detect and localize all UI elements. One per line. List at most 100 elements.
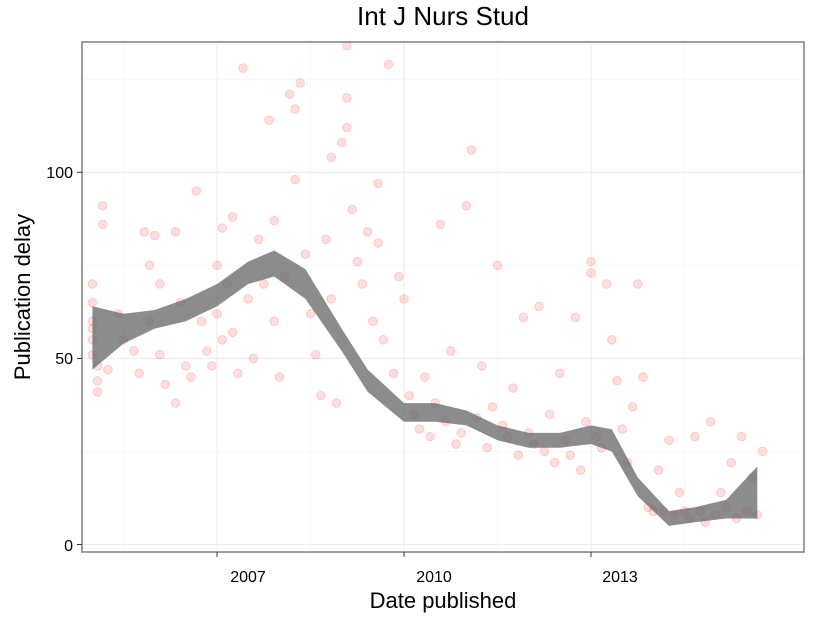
data-point <box>253 234 264 245</box>
data-point <box>581 416 591 427</box>
data-point <box>326 152 337 163</box>
data-point <box>378 335 389 345</box>
data-point <box>97 219 108 230</box>
data-point <box>103 364 113 375</box>
data-point <box>347 204 357 215</box>
data-point <box>664 435 674 446</box>
x-tick-label-2007: 2007 <box>230 569 266 586</box>
data-point <box>435 219 446 230</box>
data-point <box>632 279 643 289</box>
data-point <box>160 379 170 390</box>
data-point <box>248 353 259 364</box>
data-point <box>290 174 300 185</box>
data-point <box>269 316 279 326</box>
data-point <box>736 431 747 442</box>
data-point <box>477 361 487 371</box>
data-point <box>674 487 685 498</box>
data-point <box>264 115 274 125</box>
data-point <box>331 398 342 408</box>
data-point <box>555 368 565 379</box>
data-point <box>638 372 648 382</box>
data-point <box>233 368 243 379</box>
data-point <box>373 238 383 248</box>
data-point <box>342 93 352 103</box>
x-axis-title: Date published <box>370 588 517 613</box>
data-point <box>487 402 498 412</box>
data-point <box>217 223 228 233</box>
data-point <box>565 450 576 461</box>
data-point <box>191 186 202 196</box>
y-axis-title: Publication delay <box>10 214 35 380</box>
data-point <box>129 346 139 356</box>
data-point <box>212 260 222 271</box>
data-point <box>243 294 254 304</box>
data-point <box>627 402 638 412</box>
data-point <box>181 361 191 371</box>
data-point <box>716 487 726 498</box>
data-point <box>388 368 399 379</box>
data-point <box>617 424 628 434</box>
data-point <box>362 227 373 237</box>
data-point <box>373 178 383 189</box>
chart-title: Int J Nurs Stud <box>357 1 529 31</box>
data-point <box>612 375 622 386</box>
data-point <box>414 424 425 434</box>
data-point <box>690 431 700 442</box>
data-point <box>513 450 524 461</box>
data-point <box>300 249 311 259</box>
data-point <box>274 372 285 382</box>
data-point <box>508 383 518 394</box>
data-point <box>139 227 150 237</box>
data-point <box>305 308 316 319</box>
data-point <box>518 312 529 323</box>
data-point <box>404 390 415 401</box>
data-point <box>196 316 207 326</box>
data-point <box>92 375 103 386</box>
x-tick-label-2013: 2013 <box>602 569 638 586</box>
data-point <box>212 308 222 319</box>
data-point <box>290 104 300 114</box>
data-point <box>357 279 368 289</box>
axis-ticks <box>77 171 592 557</box>
data-point <box>269 215 279 226</box>
data-point <box>207 361 217 371</box>
data-point <box>336 137 347 148</box>
data-point <box>539 446 550 457</box>
data-point <box>155 279 165 289</box>
data-point <box>87 279 98 289</box>
data-point <box>342 122 352 133</box>
data-point <box>575 465 586 475</box>
data-point <box>134 368 144 379</box>
data-point <box>284 89 295 99</box>
data-point <box>149 230 160 241</box>
data-point <box>757 446 768 457</box>
data-point <box>310 349 321 360</box>
data-point <box>549 457 560 468</box>
data-point <box>186 372 196 382</box>
data-point <box>456 428 466 438</box>
data-point <box>227 327 238 338</box>
data-point <box>155 349 165 360</box>
data-point <box>170 227 181 237</box>
data-point <box>316 390 326 401</box>
data-point <box>383 59 394 70</box>
data-point <box>653 465 664 475</box>
data-point <box>238 63 248 73</box>
data-point <box>607 335 617 345</box>
data-point <box>92 387 103 397</box>
data-point <box>601 279 612 289</box>
data-point <box>451 439 461 449</box>
data-point <box>586 256 596 267</box>
data-point <box>726 457 737 468</box>
data-point <box>461 200 472 211</box>
y-tick-label-50: 50 <box>55 351 73 368</box>
data-point <box>295 78 305 88</box>
data-point <box>399 294 409 304</box>
data-point <box>466 145 477 155</box>
data-point <box>321 234 331 245</box>
data-point <box>492 260 503 271</box>
data-point <box>368 316 378 326</box>
data-point <box>227 212 238 222</box>
plot-border <box>81 41 805 553</box>
